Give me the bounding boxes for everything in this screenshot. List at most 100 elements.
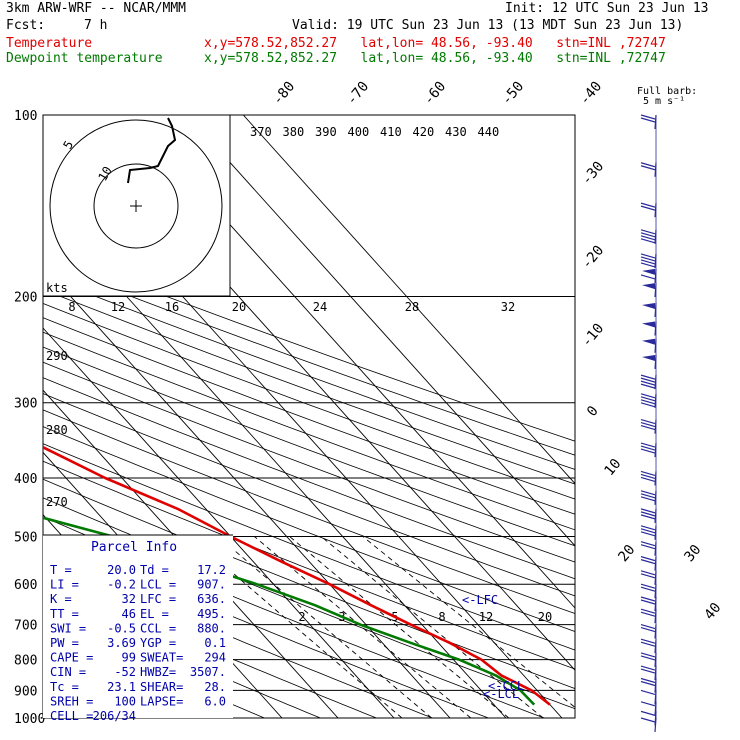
barb-staff (654, 717, 657, 733)
wind-barb (642, 338, 657, 353)
barb-flag (640, 677, 656, 684)
barb-flag (640, 511, 656, 517)
mixing-ratio-bottom-label: 12 (479, 610, 493, 624)
parcel-info-value: 3507. (190, 665, 226, 679)
theta-left-label: 270 (46, 495, 68, 509)
barb-flag (640, 583, 656, 589)
dry-adiabat (43, 577, 377, 718)
dry-adiabat (43, 331, 575, 531)
parcel-info-value: 17.2 (197, 563, 226, 577)
wind-barb (640, 608, 657, 624)
isotherm-label: -80 (270, 79, 299, 109)
barb-staff (654, 652, 657, 667)
barb-flag (640, 556, 656, 562)
parcel-info-value: 32 (122, 592, 136, 606)
wind-barb (640, 114, 657, 130)
plot-frame (42, 114, 576, 719)
pressure-tick-label: 400 (14, 472, 37, 487)
dry-adiabat (43, 303, 575, 500)
barb-pennant (642, 268, 655, 275)
isotherm-line (43, 327, 395, 718)
parcel-info-key: SREH = (50, 694, 93, 708)
parcel-info-row: LI = -0.2 LCL = 907. (50, 578, 226, 592)
hodograph-units: kts (46, 281, 68, 295)
pressure-tick-label: 500 (14, 530, 37, 545)
mixing-ratio-bottom-label: 8 (438, 610, 445, 624)
dry-adiabat (43, 275, 575, 470)
barb-flag (640, 253, 656, 259)
parcel-info-row: CIN = -52 HWBZ= 3507. (50, 665, 226, 679)
barb-flag (640, 162, 656, 168)
dry-adiabat (43, 393, 575, 597)
barb-flag (640, 514, 656, 520)
parcel-info-key: LI = (50, 578, 79, 592)
barb-legend-title: Full barb: (637, 86, 697, 97)
pressure-tick-label: 1000 (14, 712, 45, 727)
barb-staff (654, 639, 657, 654)
isotherm-label: -40 (577, 79, 606, 109)
level-markers: <-LFC <-CCL<-LCL (462, 593, 524, 701)
barb-flag (640, 205, 656, 211)
barb-flag (640, 419, 656, 425)
dry-adiabat (43, 361, 575, 563)
barb-flag (640, 262, 656, 268)
parcel-info-row: SREH = 100 LAPSE= 6.0 (50, 694, 226, 708)
parcel-info-value: 6.0 (204, 694, 226, 708)
barb-flag (640, 383, 656, 389)
isotherm-label: 10 (601, 456, 624, 479)
barb-flag (640, 573, 656, 579)
barb-flag (640, 493, 656, 499)
wind-barb (640, 268, 657, 283)
theta-label: 370 (250, 125, 272, 139)
wind-barb (640, 638, 657, 654)
barb-flag (640, 608, 656, 614)
dry-adiabat (43, 317, 575, 515)
barb-flag (640, 422, 656, 428)
barb-flag (640, 596, 656, 602)
wind-barb (640, 525, 657, 540)
barb-staff (654, 268, 657, 283)
barb-staff (654, 690, 657, 705)
hodograph-ring-inner (93, 163, 179, 249)
barb-staff (654, 419, 657, 434)
wind-barb (640, 253, 657, 269)
isotherm-label: 20 (615, 542, 638, 565)
wind-barb (640, 442, 657, 458)
barb-staff (654, 203, 657, 218)
barb-flag (640, 710, 656, 716)
parcel-info-row: CELL = 206/34 (50, 709, 136, 723)
barb-flag (640, 680, 656, 687)
barb-staff (654, 253, 657, 269)
barb-flag (640, 665, 656, 671)
parcel-info-value: 20.0 (107, 563, 136, 577)
barb-flag (640, 238, 656, 244)
parcel-info-key: SWEAT= (140, 651, 183, 665)
parcel-info-value: 0.1 (204, 636, 226, 650)
dry-adiabat (43, 249, 575, 442)
lcl-marker: <-LCL (483, 687, 519, 701)
forecast-hour: 7 h (84, 18, 108, 33)
barb-staff (654, 678, 657, 693)
dry-adiabat (43, 346, 575, 547)
theta-label: 410 (380, 125, 402, 139)
hodograph-ring-label: 10 (95, 164, 114, 184)
barb-flag (640, 402, 656, 408)
barb-flag (640, 442, 656, 448)
parcel-info-key: YGP = (140, 636, 176, 650)
wind-barb (640, 596, 657, 612)
pressure-tick-label: 200 (14, 291, 37, 306)
parcel-info-key: SHEAR= (140, 680, 183, 694)
parcel-info-value: -52 (114, 665, 136, 679)
barb-flag (640, 627, 656, 633)
barb-flag (640, 544, 656, 550)
barb-flag (640, 232, 656, 238)
wind-barb (640, 393, 657, 408)
barb-flag (640, 525, 656, 531)
isotherm-label: -10 (579, 321, 608, 351)
barb-flag (640, 117, 656, 123)
barb-flag (640, 256, 656, 262)
parcel-info-value: 880. (197, 621, 226, 635)
init-time: Init: 12 UTC Sun 23 Jun 13 (505, 1, 709, 16)
theta-left-label: 280 (46, 423, 68, 437)
wind-barbs (640, 114, 657, 733)
